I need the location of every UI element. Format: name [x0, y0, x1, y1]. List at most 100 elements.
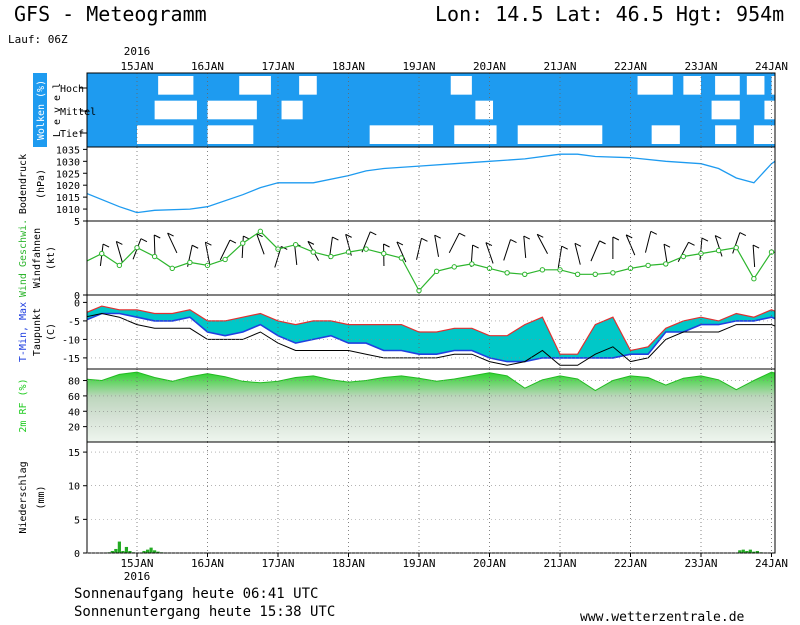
wind-barb: [574, 243, 581, 265]
temp-band: [87, 306, 775, 362]
cloud-gap: [651, 125, 680, 144]
x-tick-label-bottom: 17JAN: [261, 557, 294, 570]
cloud-gap: [517, 125, 603, 144]
panel-frame: [86, 441, 776, 554]
wind-point: [751, 276, 757, 282]
wind-barb-flag: [102, 243, 110, 248]
panel-ylabel: (kt): [46, 246, 57, 270]
x-tick-label-bottom: 24JAN: [755, 557, 788, 570]
precip-bar: [748, 549, 752, 553]
wind-barb-flag: [167, 232, 174, 237]
wind-point: [592, 271, 598, 277]
panel-ylabel: Niederschlag: [18, 461, 29, 533]
wind-barb-flag: [154, 234, 161, 239]
panel-frame: [86, 220, 776, 296]
wind-point: [257, 228, 264, 235]
wind-barb-flag: [370, 231, 377, 236]
panel-ylabel: Wind Geschwi.: [18, 219, 29, 297]
wind-barb-flag: [421, 237, 428, 242]
cloud-gap: [475, 100, 494, 120]
wind-barb-flag: [599, 240, 606, 245]
wind-barb: [361, 231, 371, 253]
panel-ylabel: (C): [46, 323, 57, 341]
cloud-gap: [369, 125, 434, 144]
cloud-gap: [207, 125, 254, 144]
pressure-line: [87, 153, 775, 214]
wind-barb-flag: [229, 239, 237, 244]
wind-barb: [503, 239, 511, 261]
year-label-top: 2016: [124, 45, 151, 58]
panel-ylabel: Bodendruck: [18, 154, 29, 214]
x-tick-label-bottom: 20JAN: [473, 557, 506, 570]
wind-barb: [396, 241, 407, 263]
wind-barb: [241, 235, 244, 259]
wind-point: [486, 265, 493, 272]
precip-bar: [114, 548, 118, 553]
wind-barb-flag: [307, 240, 315, 245]
y-tick-label: 0: [74, 298, 80, 309]
precip-bar: [110, 550, 114, 553]
cloud-gap: [158, 76, 194, 95]
cloud-label-bg: [33, 73, 47, 147]
wind-point: [169, 265, 175, 272]
panel-ylabel: 2m RF (%): [18, 378, 29, 432]
cloud-gap: [764, 100, 775, 120]
x-tick-label-top: 16JAN: [191, 60, 224, 73]
cloud-gap: [154, 100, 197, 120]
precip-bar: [142, 550, 146, 553]
temp-min-line: [87, 312, 775, 363]
cloud-gap: [281, 100, 303, 120]
cloud-gap: [715, 125, 737, 144]
wind-barb-flag: [561, 245, 568, 250]
wind-point: [733, 244, 739, 251]
y-tick-label: 5: [74, 217, 80, 228]
panel-frame: [86, 146, 776, 222]
cloud-level-label: Hoch: [60, 84, 84, 95]
wind-point: [645, 262, 651, 269]
cloud-level-label: Mittel: [60, 107, 96, 118]
cloud-gap: [299, 76, 317, 95]
wind-barb-flag: [243, 235, 250, 240]
wind-barb: [536, 234, 548, 254]
y-tick-label: 1025: [56, 169, 80, 180]
cloud-gap: [454, 125, 497, 144]
x-tick-label-top: 18JAN: [332, 60, 365, 73]
cloud-gap: [207, 100, 257, 120]
y-tick-label: 20: [68, 423, 80, 434]
wind-barb: [256, 233, 265, 255]
panel-ylabel: Wolken (%): [36, 80, 47, 140]
x-tick-label-top: 20JAN: [473, 60, 506, 73]
wind-barb: [219, 239, 231, 261]
y-tick-label: 0: [74, 291, 80, 302]
dewpoint-line: [87, 312, 775, 366]
x-tick-label-top: 22JAN: [614, 60, 647, 73]
panel-ylabel: Windfahnen: [32, 228, 43, 288]
humidity-area: [87, 371, 775, 442]
wind-barb-flag: [205, 241, 212, 246]
wind-barb-flag: [434, 234, 441, 239]
wind-point: [381, 250, 387, 257]
wind-point: [240, 240, 246, 246]
x-tick-label-top: 15JAN: [120, 60, 153, 73]
y-tick-label: 60: [68, 392, 80, 403]
cloud-gap: [711, 100, 740, 120]
wind-point: [539, 267, 546, 273]
precip-bar: [738, 550, 742, 553]
wind-point: [663, 261, 669, 267]
location-info: Lon: 14.5 Lat: 46.5 Hgt: 954m: [435, 2, 785, 26]
x-tick-label-bottom: 23JAN: [684, 557, 717, 570]
wind-barb-flag: [191, 244, 199, 249]
wind-point: [187, 259, 193, 266]
y-tick-label: 15: [68, 448, 80, 459]
wind-point: [680, 253, 687, 260]
wind-point: [222, 256, 228, 263]
wind-point: [99, 250, 105, 257]
wind-barb-flag: [739, 232, 747, 237]
wind-barb: [732, 232, 741, 254]
wind-barb: [448, 232, 460, 254]
wind-barb-flag: [536, 233, 544, 238]
source-credit: www.wetterzentrale.de: [580, 610, 745, 625]
x-tick-label-bottom: 16JAN: [191, 557, 224, 570]
wind-point: [328, 253, 334, 260]
